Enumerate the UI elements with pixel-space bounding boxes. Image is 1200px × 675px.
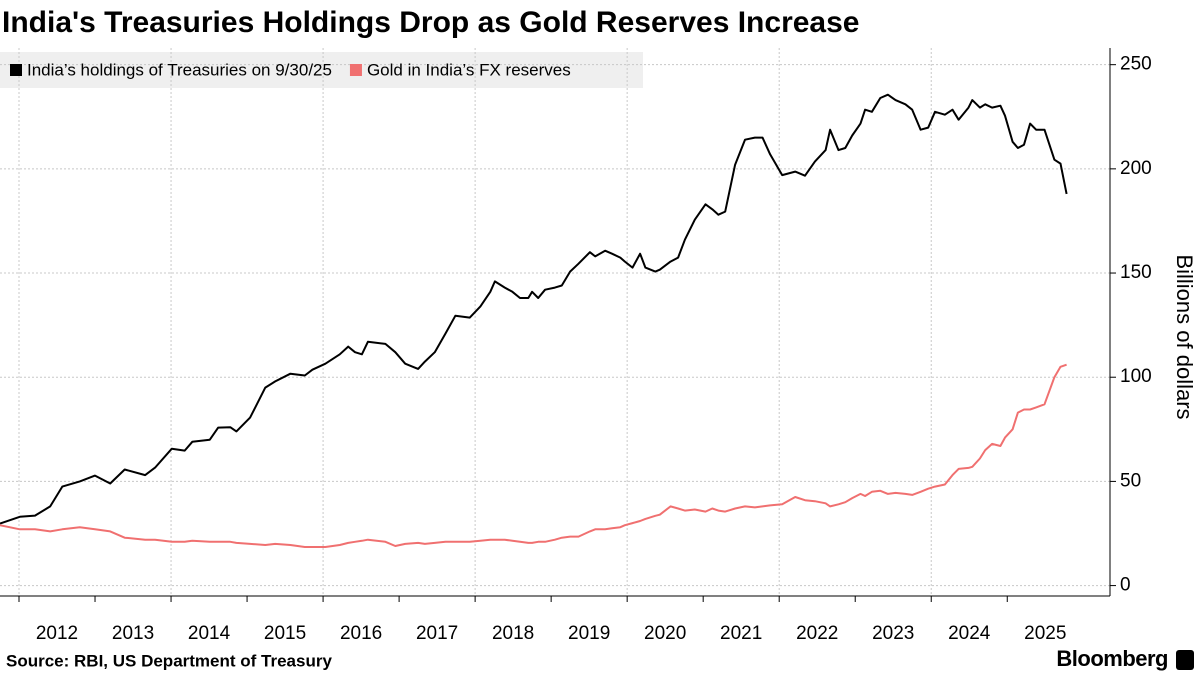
x-tick-label: 2016 [340,623,382,644]
legend-label: India’s holdings of Treasuries on 9/30/2… [27,60,332,79]
y-tick-label: 200 [1120,158,1152,179]
x-tick-label: 2020 [644,623,686,644]
x-tick-label: 2017 [416,623,458,644]
series-line [0,363,1067,548]
y-tick-label: 150 [1120,262,1152,283]
brand-icon [1176,650,1194,670]
x-tick-label: 2021 [720,623,762,644]
series-line [0,93,1068,525]
x-tick-label: 2025 [1024,623,1066,644]
y-tick-label: 50 [1120,470,1141,491]
x-tick-label: 2024 [948,623,991,644]
y-axis-label: Billions of dollars [1172,254,1197,419]
y-tick-label: 100 [1120,366,1152,387]
legend-box [0,52,643,88]
chart-title: India's Treasuries Holdings Drop as Gold… [2,6,859,39]
legend-label: Gold in India’s FX reserves [367,60,571,79]
x-tick-label: 2018 [492,623,534,644]
source: Source: RBI, US Department of Treasury [6,651,332,670]
x-tick-label: 2012 [36,623,78,644]
legend-swatch [10,64,22,76]
y-tick-label: 250 [1120,54,1152,75]
x-tick-label: 2023 [872,623,914,644]
x-tick-label: 2015 [264,623,306,644]
x-tick-label: 2022 [796,623,838,644]
x-tick-label: 2014 [188,623,231,644]
x-tick-label: 2013 [112,623,154,644]
legend-swatch [349,64,362,76]
y-tick-label: 0 [1120,575,1131,596]
brand: Bloomberg [1056,646,1168,671]
x-tick-label: 2019 [568,623,610,644]
